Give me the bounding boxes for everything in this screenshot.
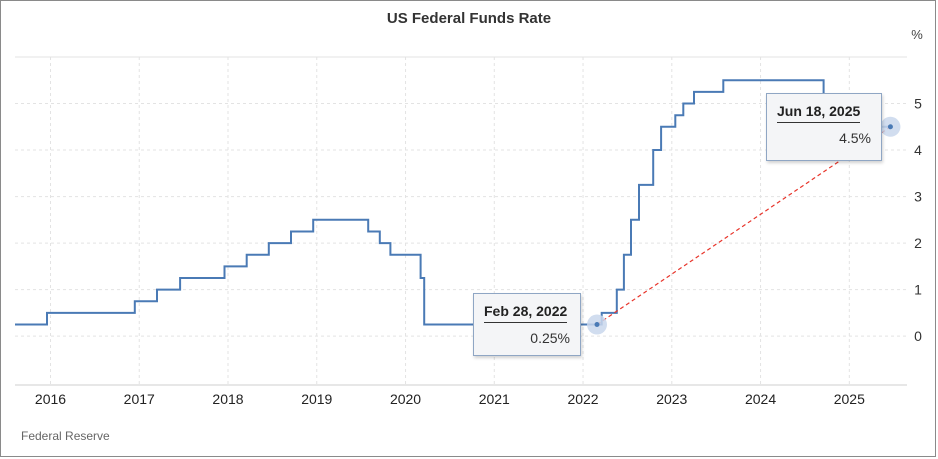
y-tick-label: 1 <box>914 282 922 298</box>
rate-series-line <box>15 79 891 326</box>
x-tick-label: 2020 <box>390 391 421 407</box>
source-label: Federal Reserve <box>21 429 110 443</box>
tooltip-end-date: Jun 18, 2025 <box>777 103 861 123</box>
x-tick-label: 2025 <box>834 391 865 407</box>
y-tick-label: 2 <box>914 235 922 251</box>
x-tick-label: 2022 <box>567 391 598 407</box>
chart-title: US Federal Funds Rate <box>386 10 552 27</box>
x-tick-label: 2018 <box>212 391 243 407</box>
tooltip-start-value: 0.25% <box>530 330 570 346</box>
x-tick-label: 2019 <box>301 391 332 407</box>
y-tick-label: 0 <box>914 328 922 344</box>
y-tick-label: 4 <box>914 142 922 158</box>
tooltip-start: Feb 28, 2022 0.25% <box>473 293 581 356</box>
x-tick-label: 2021 <box>479 391 510 407</box>
y-axis-unit: % <box>911 27 923 42</box>
x-tick-label: 2023 <box>656 391 687 407</box>
y-tick-label: 5 <box>914 96 922 112</box>
marker-start-dot <box>594 322 600 328</box>
x-tick-label: 2017 <box>124 391 155 407</box>
tooltip-start-date: Feb 28, 2022 <box>484 303 568 323</box>
y-tick-label: 3 <box>914 189 922 205</box>
tooltip-end-value: 4.5% <box>839 130 871 146</box>
marker-end-dot <box>887 124 893 130</box>
x-tick-label: 2016 <box>35 391 66 407</box>
tooltip-end: Jun 18, 2025 4.5% <box>766 93 882 161</box>
x-tick-label: 2024 <box>745 391 776 407</box>
